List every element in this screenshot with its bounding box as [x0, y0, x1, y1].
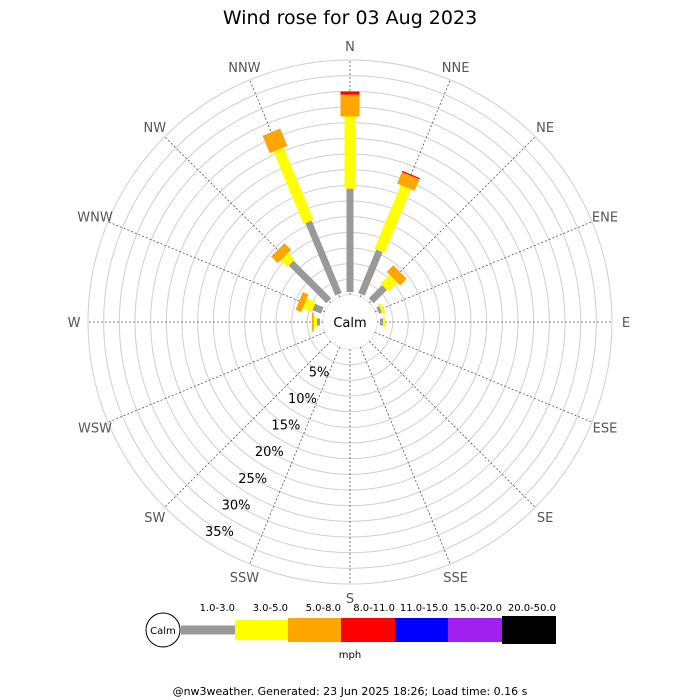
bar-nw-bin2: [280, 252, 296, 268]
bar-nnw-bin3: [262, 128, 288, 154]
chart-title: Wind rose for 03 Aug 2023: [223, 7, 477, 29]
direction-label-nne: NNE: [442, 61, 470, 76]
bar-nw-bin1: [288, 260, 332, 304]
direction-label-sse: SSE: [443, 571, 468, 586]
bar-ene-bin1: [376, 306, 382, 314]
percent-label-15: 15%: [271, 419, 300, 434]
direction-label-nw: NW: [144, 121, 167, 136]
percent-label-30: 30%: [222, 498, 251, 513]
legend-swatch-6: [448, 618, 502, 642]
direction-labels: N NNE NE ENE E ESE SE SSE S SSW SW WSW W WNW NW NNW: [68, 40, 631, 607]
grid-ring: [87, 59, 613, 585]
bar-ne-bin1: [368, 285, 387, 304]
spoke-wsw: [107, 331, 326, 423]
bar-wnw-bin2: [302, 298, 316, 313]
bar-nne-bin3: [397, 171, 420, 191]
direction-label-s: S: [346, 592, 354, 607]
legend-units: mph: [339, 650, 361, 661]
bar-ne-bin2: [380, 274, 398, 292]
direction-label-nnw: NNW: [228, 61, 260, 76]
percent-label-25: 25%: [238, 472, 267, 487]
spoke-sse: [359, 346, 451, 565]
percent-label-35: 35%: [205, 525, 234, 540]
calm-label: Calm: [333, 316, 366, 331]
legend-calm-circle: [145, 612, 181, 648]
wind-bars: [262, 91, 420, 332]
spoke-sw: [164, 340, 332, 508]
legend-swatch-7: [502, 616, 556, 644]
legend-range-label-6: 15.0-20.0: [454, 603, 502, 614]
bar-wnw-bin3: [295, 292, 309, 313]
legend-range-label-5: 11.0-15.0: [400, 603, 448, 614]
direction-label-ese: ESE: [593, 422, 618, 437]
bar-wnw-bin1: [312, 303, 324, 314]
direction-label-w: W: [68, 316, 81, 331]
direction-label-sw: SW: [144, 511, 165, 526]
direction-label-ne: NE: [536, 121, 554, 136]
legend-swatch-5: [395, 618, 448, 642]
grid-ring: [103, 75, 597, 569]
bar-nne-bin2: [374, 185, 411, 253]
bar-nnw-bin2: [273, 147, 314, 225]
grid-ring: [118, 90, 582, 554]
legend-calm-label: Calm: [150, 626, 176, 637]
spoke-se: [368, 340, 536, 508]
spoke-ne: [368, 136, 536, 304]
bar-nw-bin3: [271, 243, 292, 264]
legend-range-label-3: 5.0-8.0: [306, 603, 341, 614]
direction-label-wsw: WSW: [78, 422, 112, 437]
legend-swatch-4: [341, 618, 395, 642]
percent-label-10: 10%: [288, 392, 317, 407]
legend-swatch-1: [181, 625, 235, 635]
spoke-ene: [374, 221, 593, 313]
calm-circle-shape: [323, 295, 377, 349]
direction-label-n: N: [345, 40, 355, 55]
spoke-nw: [164, 136, 332, 304]
bar-ne-bin3: [386, 265, 407, 286]
calm-circle: Calm: [323, 295, 377, 349]
speed-legend: Calm 1.0-3.0 3.0-5.0 5.0-8.0 8.0-11.0 11.0-1…: [145, 603, 556, 661]
direction-label-ssw: SSW: [230, 571, 260, 586]
legend-range-label-4: 8.0-11.0: [353, 603, 395, 614]
footer-text: @nw3weather. Generated: 23 Jun 2025 18:2…: [173, 685, 528, 698]
bar-ene-bin2: [378, 303, 386, 315]
percent-labels: 5% 10% 15% 20% 25% 30% 35%: [205, 365, 329, 539]
legend-swatch-2: [235, 620, 288, 640]
direction-label-se: SE: [537, 511, 553, 526]
legend-swatch-3: [288, 618, 341, 642]
direction-label-ene: ENE: [592, 210, 618, 225]
spoke-ese: [374, 331, 593, 423]
bar-nnw-bin1: [305, 220, 342, 296]
spoke-ssw: [249, 346, 341, 565]
legend-range-label-1: 1.0-3.0: [200, 603, 235, 614]
bar-nne-bin1: [358, 249, 383, 296]
direction-label-wnw: WNW: [77, 210, 113, 225]
legend-range-label-2: 3.0-5.0: [253, 603, 288, 614]
legend-range-label-7: 20.0-50.0: [508, 603, 556, 614]
percent-label-20: 20%: [255, 445, 284, 460]
percent-label-5: 5%: [309, 365, 330, 380]
spoke-wnw: [107, 221, 326, 313]
direction-label-e: E: [622, 316, 630, 331]
